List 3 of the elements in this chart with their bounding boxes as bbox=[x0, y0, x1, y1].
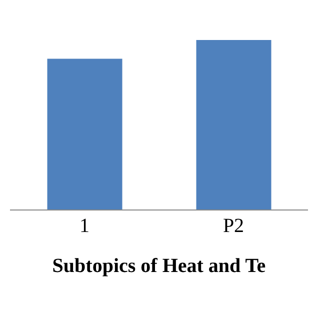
x-tick-label: 1 bbox=[80, 215, 90, 238]
x-axis-title: Subtopics of Heat and Te bbox=[52, 255, 266, 277]
x-tick-label: P2 bbox=[222, 215, 244, 238]
